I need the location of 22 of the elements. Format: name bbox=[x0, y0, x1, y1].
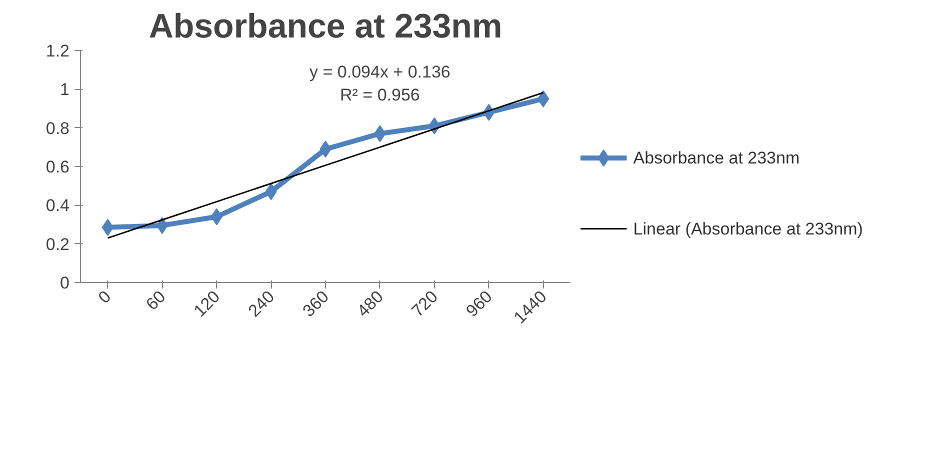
x-tick-label: 240 bbox=[244, 287, 278, 321]
y-tick-label: 0.8 bbox=[46, 118, 70, 138]
y-tick-label: 1.2 bbox=[46, 42, 70, 60]
x-tick-label: 120 bbox=[190, 287, 224, 321]
chart-title: Absorbance at 233nm bbox=[148, 8, 502, 46]
legend-label: Absorbance at 233nm bbox=[633, 148, 800, 168]
point bbox=[102, 218, 114, 236]
x-tick-label: 960 bbox=[462, 287, 496, 321]
x-tick-label: 480 bbox=[354, 287, 388, 321]
point bbox=[537, 90, 550, 108]
annotation: y = 0.094x + 0.136 bbox=[310, 62, 450, 82]
y-tick-label: 1 bbox=[60, 80, 70, 100]
y-tick-label: 0 bbox=[60, 274, 70, 292]
y-tick-label: 0.6 bbox=[46, 158, 70, 176]
y-tick-label: 0.2 bbox=[46, 234, 70, 254]
x-tick-label: 360 bbox=[299, 287, 333, 321]
legend-label: Linear (Absorbance at 233nm) bbox=[633, 219, 863, 238]
annotation: R² = 0.956 bbox=[340, 85, 420, 104]
x-tick-label: 60 bbox=[142, 287, 170, 314]
x-tick-label: 0 bbox=[94, 287, 115, 308]
y-tick-label: 0.4 bbox=[46, 196, 70, 216]
x-tick-label: 720 bbox=[408, 287, 442, 321]
